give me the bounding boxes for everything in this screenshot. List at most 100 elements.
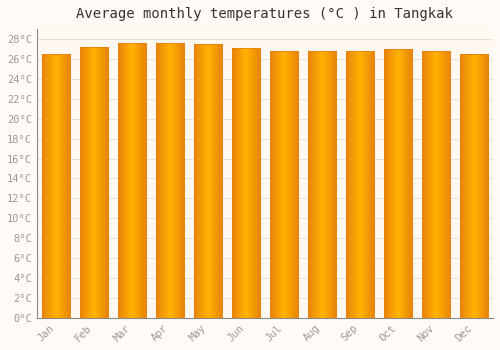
Bar: [427, 51, 428, 318]
Bar: [292, 51, 293, 318]
Bar: [106, 47, 107, 318]
Bar: [212, 44, 213, 318]
Bar: [401, 49, 402, 318]
Bar: [221, 44, 222, 318]
Bar: [429, 51, 430, 318]
Bar: [360, 51, 361, 318]
Bar: [174, 43, 175, 318]
Bar: [195, 44, 196, 318]
Bar: [438, 51, 439, 318]
Bar: [310, 51, 311, 318]
Bar: [439, 51, 440, 318]
Bar: [156, 43, 184, 318]
Bar: [384, 49, 412, 318]
Bar: [128, 43, 129, 318]
Bar: [311, 51, 312, 318]
Bar: [423, 51, 424, 318]
Bar: [441, 51, 442, 318]
Bar: [466, 54, 467, 318]
Bar: [156, 43, 184, 318]
Bar: [65, 54, 66, 318]
Bar: [280, 51, 281, 318]
Bar: [275, 51, 276, 318]
Bar: [218, 44, 220, 318]
Bar: [236, 48, 237, 318]
Bar: [166, 43, 167, 318]
Bar: [468, 54, 469, 318]
Bar: [470, 54, 471, 318]
Bar: [196, 44, 197, 318]
Bar: [68, 54, 69, 318]
Bar: [240, 48, 241, 318]
Bar: [118, 43, 146, 318]
Bar: [434, 51, 435, 318]
Bar: [94, 47, 95, 318]
Bar: [432, 51, 433, 318]
Bar: [88, 47, 90, 318]
Bar: [255, 48, 256, 318]
Bar: [162, 43, 163, 318]
Bar: [270, 51, 298, 318]
Bar: [233, 48, 234, 318]
Bar: [57, 54, 58, 318]
Bar: [482, 54, 483, 318]
Bar: [481, 54, 482, 318]
Bar: [462, 54, 463, 318]
Bar: [479, 54, 480, 318]
Bar: [334, 51, 335, 318]
Bar: [422, 51, 450, 318]
Bar: [250, 48, 251, 318]
Bar: [473, 54, 474, 318]
Bar: [220, 44, 221, 318]
Bar: [369, 51, 370, 318]
Bar: [256, 48, 257, 318]
Bar: [346, 51, 374, 318]
Bar: [393, 49, 394, 318]
Bar: [350, 51, 351, 318]
Bar: [296, 51, 297, 318]
Bar: [283, 51, 284, 318]
Bar: [359, 51, 360, 318]
Bar: [238, 48, 239, 318]
Bar: [406, 49, 407, 318]
Bar: [394, 49, 395, 318]
Bar: [160, 43, 161, 318]
Bar: [121, 43, 122, 318]
Bar: [386, 49, 387, 318]
Bar: [129, 43, 130, 318]
Bar: [317, 51, 318, 318]
Bar: [132, 43, 133, 318]
Bar: [90, 47, 91, 318]
Bar: [370, 51, 371, 318]
Bar: [197, 44, 198, 318]
Bar: [161, 43, 162, 318]
Bar: [460, 54, 488, 318]
Bar: [144, 43, 145, 318]
Bar: [107, 47, 108, 318]
Bar: [405, 49, 406, 318]
Bar: [391, 49, 392, 318]
Bar: [361, 51, 362, 318]
Bar: [244, 48, 245, 318]
Bar: [347, 51, 348, 318]
Bar: [471, 54, 472, 318]
Bar: [484, 54, 485, 318]
Bar: [352, 51, 353, 318]
Bar: [424, 51, 425, 318]
Bar: [324, 51, 325, 318]
Bar: [346, 51, 374, 318]
Bar: [66, 54, 67, 318]
Bar: [217, 44, 218, 318]
Bar: [425, 51, 426, 318]
Bar: [62, 54, 63, 318]
Bar: [156, 43, 157, 318]
Bar: [278, 51, 279, 318]
Bar: [368, 51, 369, 318]
Bar: [99, 47, 100, 318]
Bar: [249, 48, 250, 318]
Bar: [125, 43, 126, 318]
Bar: [202, 44, 203, 318]
Bar: [54, 54, 55, 318]
Bar: [199, 44, 200, 318]
Bar: [141, 43, 142, 318]
